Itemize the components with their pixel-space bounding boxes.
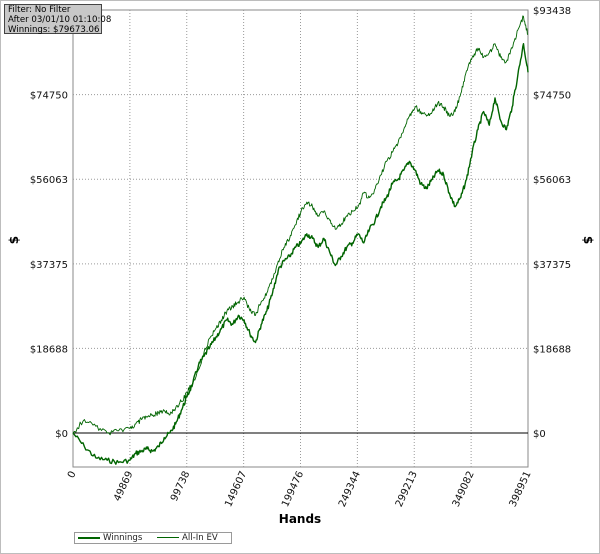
y-tick-label-right: $0 xyxy=(533,429,546,440)
y-tick-label-right: $37375 xyxy=(533,260,571,271)
x-tick-label: 299213 xyxy=(394,470,420,509)
y-tick-label-left: $74750 xyxy=(30,91,68,102)
legend-swatch-winnings xyxy=(78,536,100,539)
y-tick-label-left: $56063 xyxy=(30,175,68,186)
x-tick-label: 0 xyxy=(66,470,79,480)
x-tick-label: 49869 xyxy=(112,470,135,503)
legend-label-allin-ev: All-In EV xyxy=(182,533,218,543)
y-tick-label-left: $37375 xyxy=(30,260,68,271)
y-axis-title-right: $ xyxy=(581,236,595,244)
y-tick-label-right: $93438 xyxy=(533,6,571,17)
series-layer xyxy=(72,15,529,465)
x-tick-label: 149607 xyxy=(223,470,249,509)
x-tick-label: 199476 xyxy=(280,470,306,509)
legend-label-winnings: Winnings xyxy=(103,533,143,543)
x-tick-label: 99738 xyxy=(169,470,192,503)
series-line-all-in-ev xyxy=(72,15,529,436)
series-line-winnings xyxy=(72,43,529,465)
legend-swatch-allin-ev xyxy=(157,537,179,538)
y-tick-label-right: $74750 xyxy=(533,91,571,102)
x-tick-label: 398951 xyxy=(508,470,534,509)
grid xyxy=(73,10,528,467)
filter-text: Filter: No Filter xyxy=(8,5,71,15)
after-date-text: After 03/01/10 01:10:08 xyxy=(8,15,112,25)
x-axis-title: Hands xyxy=(279,512,321,526)
legend-item-winnings: Winnings xyxy=(78,533,142,543)
winnings-text: Winnings: $79673.06 xyxy=(8,25,100,35)
y-tick-label-left: $18688 xyxy=(30,344,68,355)
y-axis-title-left: $ xyxy=(7,236,21,244)
x-tick-label: 249344 xyxy=(337,470,363,509)
legend: Winnings All-In EV xyxy=(74,532,232,544)
y-tick-label-right: $56063 xyxy=(533,175,571,186)
filter-info-box: Filter: No Filter After 03/01/10 01:10:0… xyxy=(4,4,112,35)
legend-item-allin-ev: All-In EV xyxy=(157,533,218,543)
y-tick-label-right: $18688 xyxy=(533,344,571,355)
x-tick-label: 349082 xyxy=(451,470,477,509)
y-tick-label-left: $0 xyxy=(55,429,68,440)
